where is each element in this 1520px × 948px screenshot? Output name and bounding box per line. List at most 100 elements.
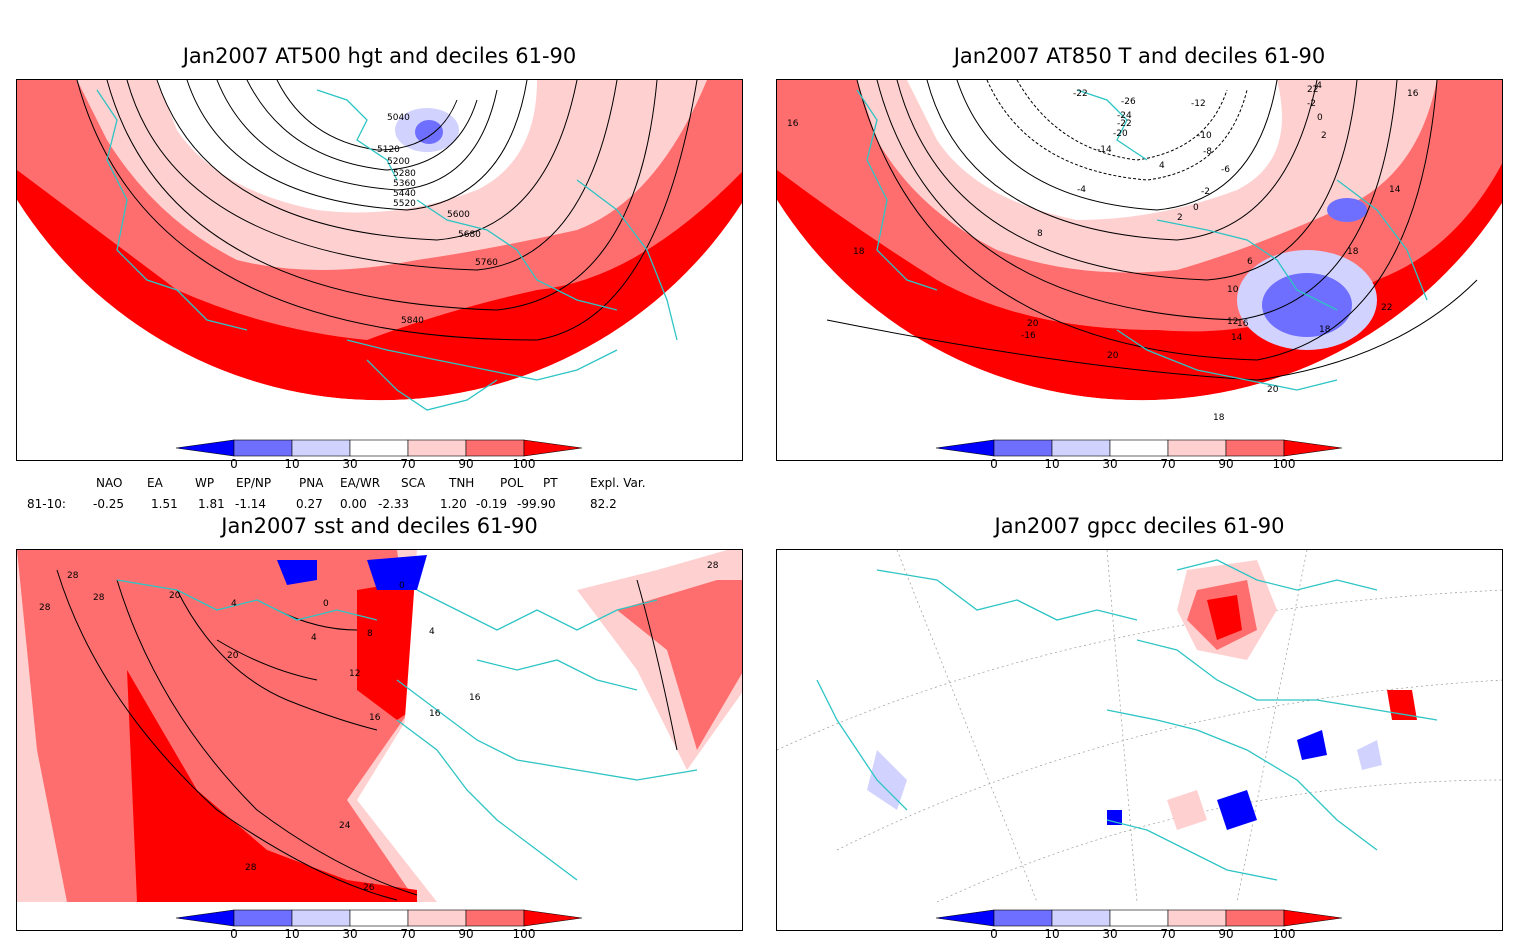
svg-text:5440: 5440 (393, 189, 416, 199)
colorbar-tick-label: 70 (1160, 927, 1175, 941)
colorbar-segment (465, 439, 525, 457)
svg-text:-12: -12 (1191, 99, 1206, 109)
svg-text:16: 16 (1407, 89, 1419, 99)
colorbar-segment (1225, 909, 1285, 927)
colorbar-upper-arrow (523, 439, 583, 457)
index-value-sca: -2.33 (378, 497, 410, 511)
svg-text:-24: -24 (1117, 111, 1132, 121)
svg-text:16: 16 (469, 693, 481, 703)
colorbar-segment (349, 909, 409, 927)
svg-text:16: 16 (429, 709, 441, 719)
svg-text:5200: 5200 (387, 157, 410, 167)
svg-text:-16: -16 (1021, 331, 1036, 341)
svg-text:0: 0 (399, 581, 405, 591)
index-value-wp: 1.81 (198, 497, 225, 511)
colorbar-tick-label: 0 (990, 457, 998, 471)
colorbar-segment (1225, 439, 1285, 457)
index-value-tnh: 1.20 (440, 497, 467, 511)
svg-text:5600: 5600 (447, 210, 470, 220)
colorbar-at500: 0 10 30 70 90 100 (175, 438, 596, 478)
svg-text:-14: -14 (1097, 145, 1112, 155)
svg-text:22: 22 (1381, 303, 1392, 313)
colorbar-tick-label: 30 (342, 927, 357, 941)
colorbar-segment (233, 909, 293, 927)
colorbar-tick-label: 90 (1218, 457, 1233, 471)
svg-text:5520: 5520 (393, 199, 416, 209)
colorbar-segment (993, 439, 1053, 457)
index-name-pna: PNA (299, 476, 324, 490)
svg-text:0: 0 (1317, 113, 1323, 123)
colorbar-tick-label: 100 (1273, 927, 1296, 941)
colorbar-segment (1167, 909, 1227, 927)
svg-text:4: 4 (429, 627, 435, 637)
index-name-eawr: EA/WR (340, 476, 381, 490)
svg-text:24: 24 (339, 821, 351, 831)
svg-text:28: 28 (93, 593, 105, 603)
index-name-tnh: TNH (449, 476, 475, 490)
colorbar-tick-label: 100 (513, 927, 536, 941)
svg-text:14: 14 (1389, 185, 1401, 195)
svg-text:18: 18 (1347, 247, 1359, 257)
index-value-epnp: -1.14 (235, 497, 267, 511)
svg-text:4: 4 (231, 599, 237, 609)
svg-text:8: 8 (367, 629, 373, 639)
colorbar-segment (291, 439, 351, 457)
svg-text:20: 20 (1267, 385, 1279, 395)
colorbar-upper-arrow (523, 909, 583, 927)
index-value-ea: 1.51 (151, 497, 178, 511)
svg-text:22: 22 (1307, 85, 1318, 95)
colorbar-segment (291, 909, 351, 927)
map-at500-hgt: 5040 5120 5200 5280 5360 5440 5520 5600 … (16, 79, 743, 461)
colorbar-tick-label: 70 (400, 457, 415, 471)
at850-contour-labels: -22 -26 -24 -22 -20 -14 -12 -10 -8 -6 -4… (787, 81, 1419, 423)
panel-title-gpcc: Jan2007 gpcc deciles 61-90 (994, 514, 1285, 538)
svg-text:5280: 5280 (393, 169, 416, 179)
svg-text:14: 14 (1231, 333, 1243, 343)
colorbar-upper-arrow (1283, 909, 1343, 927)
svg-text:4: 4 (1159, 161, 1165, 171)
colorbar-tick-label: 30 (342, 457, 357, 471)
svg-text:-4: -4 (1313, 81, 1322, 91)
svg-text:-6: -6 (1221, 165, 1230, 175)
svg-text:28: 28 (39, 603, 51, 613)
colorbar-tick-label: 70 (1160, 457, 1175, 471)
svg-text:18: 18 (1213, 413, 1225, 423)
colorbar-tick-label: 0 (230, 457, 238, 471)
colorbar-segment (1051, 909, 1111, 927)
index-name-epnp: EP/NP (236, 476, 272, 490)
colorbar-segment (407, 909, 467, 927)
colorbar-tick-label: 70 (400, 927, 415, 941)
colorbar-lower-arrow (175, 439, 235, 457)
colorbar-segment (1109, 909, 1169, 927)
colorbar-segment (1051, 439, 1111, 457)
svg-text:-8: -8 (1203, 147, 1212, 157)
index-name-explvar: Expl. Var. (590, 476, 646, 490)
colorbar-lower-arrow (935, 909, 995, 927)
panel-title-sst: Jan2007 sst and deciles 61-90 (221, 514, 538, 538)
colorbar-tick-label: 100 (513, 457, 536, 471)
index-value-eawr: 0.00 (340, 497, 367, 511)
svg-text:16: 16 (1237, 319, 1249, 329)
svg-text:0: 0 (1193, 203, 1199, 213)
panel-title-at500: Jan2007 AT500 hgt and deciles 61-90 (182, 44, 577, 68)
colorbar-tick-label: 10 (1044, 457, 1059, 471)
svg-text:-2: -2 (1201, 187, 1210, 197)
svg-text:-22: -22 (1073, 89, 1088, 99)
svg-text:20: 20 (1107, 351, 1119, 361)
colorbar-segment (465, 909, 525, 927)
indices-row-label: 81-10: (27, 497, 66, 511)
svg-text:5840: 5840 (401, 316, 424, 326)
svg-text:28: 28 (245, 863, 257, 873)
svg-text:5040: 5040 (387, 113, 410, 123)
index-value-explvar: 82.2 (590, 497, 617, 511)
svg-text:28: 28 (67, 571, 79, 581)
svg-text:4: 4 (311, 633, 317, 643)
colorbar-lower-arrow (175, 909, 235, 927)
svg-text:-20: -20 (1113, 129, 1128, 139)
svg-text:18: 18 (853, 247, 865, 257)
svg-text:5680: 5680 (458, 230, 481, 240)
colorbar-tick-label: 10 (284, 927, 299, 941)
colorbar-lower-arrow (935, 439, 995, 457)
colorbar-tick-label: 0 (230, 927, 238, 941)
teleconnection-indices: NAO EA WP EP/NP PNA EA/WR SCA TNH POL PT… (0, 472, 760, 516)
